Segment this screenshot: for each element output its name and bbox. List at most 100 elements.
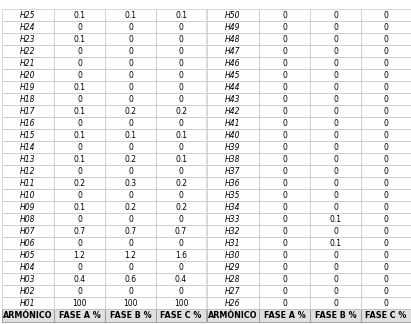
Text: H11: H11	[20, 179, 36, 188]
Bar	[2, 237, 54, 249]
Text: FASE A %: FASE A %	[59, 311, 100, 320]
Text: 0: 0	[282, 226, 287, 236]
Text: 100: 100	[72, 298, 87, 307]
Bar	[2, 249, 54, 261]
Bar	[105, 9, 156, 21]
Bar	[2, 213, 54, 225]
Text: 0.2: 0.2	[175, 202, 187, 212]
Text: 0: 0	[178, 238, 183, 248]
Bar	[156, 249, 206, 261]
Bar	[207, 285, 259, 297]
Text: 0: 0	[383, 47, 388, 55]
Bar	[105, 189, 156, 201]
Text: 0: 0	[178, 95, 183, 103]
Text: 0: 0	[282, 286, 287, 295]
Bar	[207, 165, 259, 177]
Bar	[310, 117, 361, 129]
Bar	[54, 213, 105, 225]
Bar	[207, 213, 259, 225]
Text: H18: H18	[20, 95, 36, 103]
Text: 0: 0	[383, 167, 388, 176]
Bar	[207, 57, 259, 69]
Text: H06: H06	[20, 238, 36, 248]
Text: FASE B %: FASE B %	[315, 311, 356, 320]
Bar	[2, 225, 54, 237]
Bar	[54, 129, 105, 141]
Bar	[361, 201, 411, 213]
Text: 0: 0	[333, 47, 338, 55]
Bar	[259, 249, 310, 261]
Bar	[207, 69, 259, 81]
Text: 0: 0	[128, 95, 133, 103]
Bar	[156, 69, 206, 81]
Bar	[259, 213, 310, 225]
Text: 0: 0	[333, 202, 338, 212]
Text: 0: 0	[128, 34, 133, 43]
Text: 100: 100	[174, 298, 188, 307]
Bar	[54, 45, 105, 57]
Bar	[310, 57, 361, 69]
Text: 0: 0	[282, 155, 287, 164]
Text: 0.2: 0.2	[125, 202, 136, 212]
Bar	[361, 117, 411, 129]
Text: 0: 0	[128, 191, 133, 200]
Bar	[105, 21, 156, 33]
Bar	[361, 273, 411, 285]
Text: 0: 0	[333, 155, 338, 164]
Bar	[259, 57, 310, 69]
Bar	[207, 105, 259, 117]
Text: 0: 0	[77, 286, 82, 295]
Text: H46: H46	[225, 59, 241, 67]
Bar	[105, 141, 156, 153]
Text: 0: 0	[383, 214, 388, 224]
Text: 0: 0	[282, 59, 287, 67]
Bar	[156, 57, 206, 69]
Text: H27: H27	[225, 286, 241, 295]
Bar	[54, 201, 105, 213]
Text: 0.4: 0.4	[74, 274, 85, 284]
Text: 0: 0	[128, 262, 133, 272]
Bar	[54, 297, 105, 309]
Bar	[310, 141, 361, 153]
Bar	[105, 309, 156, 322]
Bar	[259, 189, 310, 201]
Bar	[361, 69, 411, 81]
Text: H29: H29	[225, 262, 241, 272]
Text: 0: 0	[383, 59, 388, 67]
Bar	[259, 261, 310, 273]
Text: 0: 0	[333, 250, 338, 260]
Text: 0.2: 0.2	[125, 107, 136, 115]
Text: H26: H26	[225, 298, 241, 307]
Bar	[361, 105, 411, 117]
Text: 0: 0	[128, 22, 133, 31]
Text: 0: 0	[282, 131, 287, 140]
Text: 0.1: 0.1	[175, 10, 187, 19]
Bar	[361, 141, 411, 153]
Text: H23: H23	[20, 34, 36, 43]
Text: 0.3: 0.3	[125, 179, 136, 188]
Bar	[156, 201, 206, 213]
Bar	[54, 261, 105, 273]
Text: 0: 0	[282, 10, 287, 19]
Text: 0: 0	[383, 71, 388, 79]
Text: 0.1: 0.1	[175, 155, 187, 164]
Bar	[310, 249, 361, 261]
Bar	[259, 201, 310, 213]
Bar	[207, 93, 259, 105]
Bar	[2, 141, 54, 153]
Bar	[105, 297, 156, 309]
Bar	[2, 285, 54, 297]
Text: H10: H10	[20, 191, 36, 200]
Text: 0.1: 0.1	[175, 131, 187, 140]
Bar	[310, 201, 361, 213]
Bar	[259, 69, 310, 81]
Bar	[2, 69, 54, 81]
Text: 0.1: 0.1	[125, 131, 136, 140]
Text: 0: 0	[333, 71, 338, 79]
Bar	[2, 309, 54, 322]
Text: 0.7: 0.7	[175, 226, 187, 236]
Bar	[361, 81, 411, 93]
Bar	[156, 105, 206, 117]
Bar	[54, 9, 105, 21]
Bar	[259, 129, 310, 141]
